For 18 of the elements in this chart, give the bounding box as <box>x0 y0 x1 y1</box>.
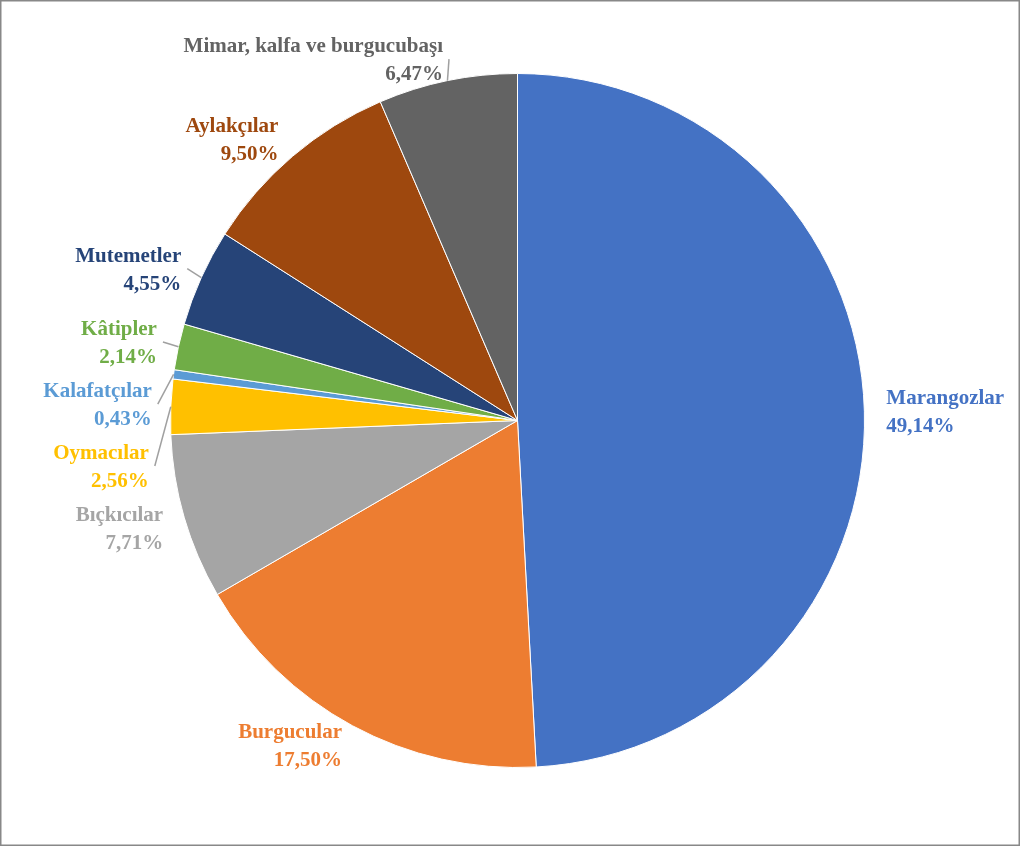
data-label: 49,14% <box>886 412 955 437</box>
data-label: 2,14% <box>99 344 157 369</box>
slice-label: Aylakçılar <box>185 113 279 138</box>
data-label: 9,50% <box>220 141 279 166</box>
data-label: 7,71% <box>105 530 164 555</box>
slice-label: Kâtipler <box>81 316 157 341</box>
slice-label: Oymacılar <box>53 440 149 465</box>
data-label: 2,56% <box>91 468 149 493</box>
slice-label: Mutemetler <box>75 242 182 267</box>
data-label: 4,55% <box>123 270 182 295</box>
slice-label: Kalafatçılar <box>43 378 152 403</box>
data-label: 0,43% <box>94 406 152 431</box>
slice-label: Marangozlar <box>886 384 1005 409</box>
data-label: 6,47% <box>385 61 444 86</box>
slice-label: Burgucular <box>238 719 342 744</box>
slice-label: Bıçkıcılar <box>75 502 164 527</box>
slice-label: Mimar, kalfa ve burgucubaşı <box>183 33 444 58</box>
data-label: 17,50% <box>273 747 342 772</box>
